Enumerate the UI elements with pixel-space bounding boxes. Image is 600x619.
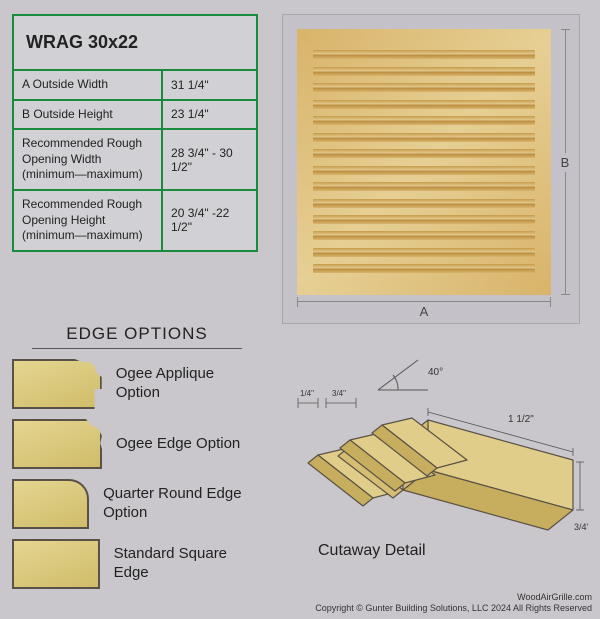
edge-shape-icon	[12, 479, 89, 529]
table-row: Recommended Rough Opening Width (minimum…	[13, 129, 257, 190]
svg-text:1 1/2": 1 1/2"	[508, 414, 534, 425]
svg-text:3/4": 3/4"	[332, 389, 346, 398]
footer: WoodAirGrille.com Copyright © Gunter Bui…	[315, 592, 592, 615]
edge-label: Standard Square Edge	[114, 545, 262, 583]
edge-row: Standard Square Edge	[12, 539, 262, 589]
dimension-a: A	[297, 301, 551, 319]
edge-row: Quarter Round Edge Option	[12, 479, 262, 529]
louver	[313, 215, 535, 224]
dimension-a-label: A	[420, 304, 429, 319]
cutaway-detail: 40° 1/4" 3/4"	[278, 340, 588, 600]
louver	[313, 264, 535, 273]
dimension-b: B	[555, 29, 575, 295]
edge-label: Ogee Applique Option	[116, 365, 262, 403]
louver	[313, 248, 535, 257]
louver	[313, 182, 535, 191]
louver	[313, 166, 535, 175]
edge-options: EDGE OPTIONS Ogee Applique Option Ogee Ed…	[12, 324, 262, 599]
edge-label: Quarter Round Edge Option	[103, 485, 262, 523]
louver	[313, 100, 535, 109]
table-row: Recommended Rough Opening Height (minimu…	[13, 190, 257, 251]
louver	[313, 231, 535, 240]
cutaway-title: Cutaway Detail	[318, 542, 426, 560]
table-row: A Outside Width31 1/4"	[13, 70, 257, 100]
edge-heading: EDGE OPTIONS	[32, 324, 242, 349]
louver	[313, 116, 535, 125]
louver	[313, 199, 535, 208]
edge-row: Ogee Applique Option	[12, 359, 262, 409]
footer-site: WoodAirGrille.com	[315, 592, 592, 604]
louver	[313, 50, 535, 59]
svg-text:1/4": 1/4"	[300, 389, 314, 398]
edge-shape-icon	[12, 359, 102, 409]
spec-title: WRAG 30x22	[13, 15, 257, 70]
louver	[313, 133, 535, 142]
edge-shape-icon	[12, 539, 100, 589]
louver	[313, 67, 535, 76]
edge-shape-icon	[12, 419, 102, 469]
edge-label: Ogee Edge Option	[116, 435, 240, 454]
footer-copyright: Copyright © Gunter Building Solutions, L…	[315, 603, 592, 615]
dimension-b-label: B	[561, 153, 570, 172]
angle-label: 40°	[428, 367, 443, 378]
cutaway-svg: 40° 1/4" 3/4"	[278, 340, 588, 600]
grille-frame	[297, 29, 551, 295]
table-row: B Outside Height23 1/4"	[13, 100, 257, 130]
louver	[313, 83, 535, 92]
grille-illustration: A B	[282, 14, 580, 324]
edge-row: Ogee Edge Option	[12, 419, 262, 469]
svg-text:3/4": 3/4"	[574, 522, 588, 532]
spec-table: WRAG 30x22 A Outside Width31 1/4" B Outs…	[12, 14, 258, 252]
louver	[313, 149, 535, 158]
